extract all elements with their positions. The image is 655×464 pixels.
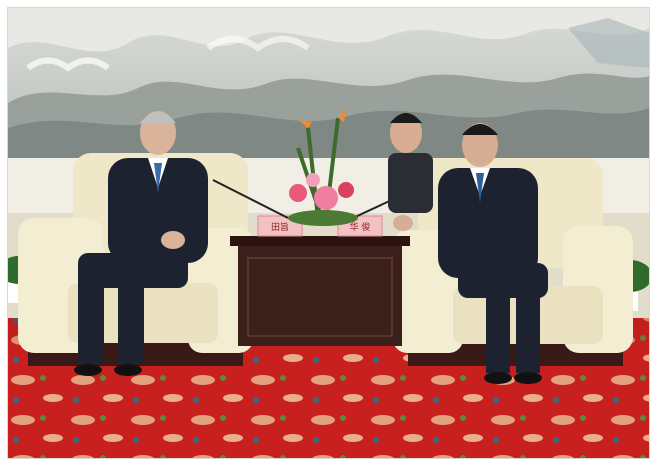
landscape-mural (8, 8, 649, 158)
nameplate-left-text: 田旨 (271, 222, 289, 233)
photo-frame: 田旨 华 俊 (7, 7, 650, 459)
microphone-left (212, 179, 289, 219)
person-right (393, 123, 548, 384)
side-table (230, 236, 410, 346)
nameplate-right-text: 华 俊 (350, 221, 371, 233)
meeting-photo: 田旨 华 俊 (8, 8, 649, 458)
flower-arrangement (288, 108, 358, 226)
person-standing (388, 113, 433, 213)
person-left (74, 111, 208, 376)
